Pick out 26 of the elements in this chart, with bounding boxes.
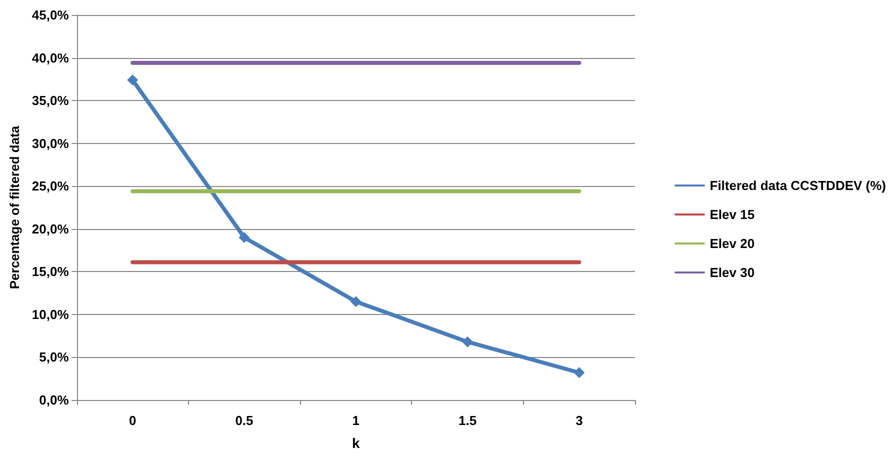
y-tick-label: 10,0%: [32, 306, 70, 322]
point: [127, 74, 138, 86]
point: [350, 296, 362, 308]
x-tick-label: 0.5: [235, 413, 254, 428]
x-tick-label: 1: [352, 413, 360, 428]
y-tick-label: 40,0%: [32, 50, 70, 66]
y-tick-label: 15,0%: [32, 264, 70, 280]
legend-label: Filtered data CCSTDDEV (%): [710, 178, 886, 193]
x-tick-label: 3: [576, 413, 583, 428]
x-axis-title: k: [352, 435, 360, 451]
x-tick-label: 0: [128, 413, 136, 428]
y-tick-label: 25,0%: [32, 178, 70, 194]
y-tick-label: 35,0%: [32, 93, 70, 108]
x-tick-label: 1.5: [458, 413, 477, 428]
legend-label: Elev 30: [710, 265, 755, 280]
point: [238, 232, 250, 243]
y-tick-label: 0,0%: [39, 392, 70, 408]
legend-label: Elev 20: [710, 236, 755, 251]
y-tick-label: 20,0%: [32, 221, 70, 236]
point: [574, 367, 585, 378]
legend-label: Elev 15: [710, 207, 755, 222]
point: [462, 336, 474, 348]
y-tick-label: 45,0%: [32, 8, 70, 22]
y-tick-label: 30,0%: [32, 136, 70, 151]
y-tick-label: 5,0%: [39, 350, 70, 365]
y-axis-title: Percentage of filtered data: [7, 125, 22, 290]
